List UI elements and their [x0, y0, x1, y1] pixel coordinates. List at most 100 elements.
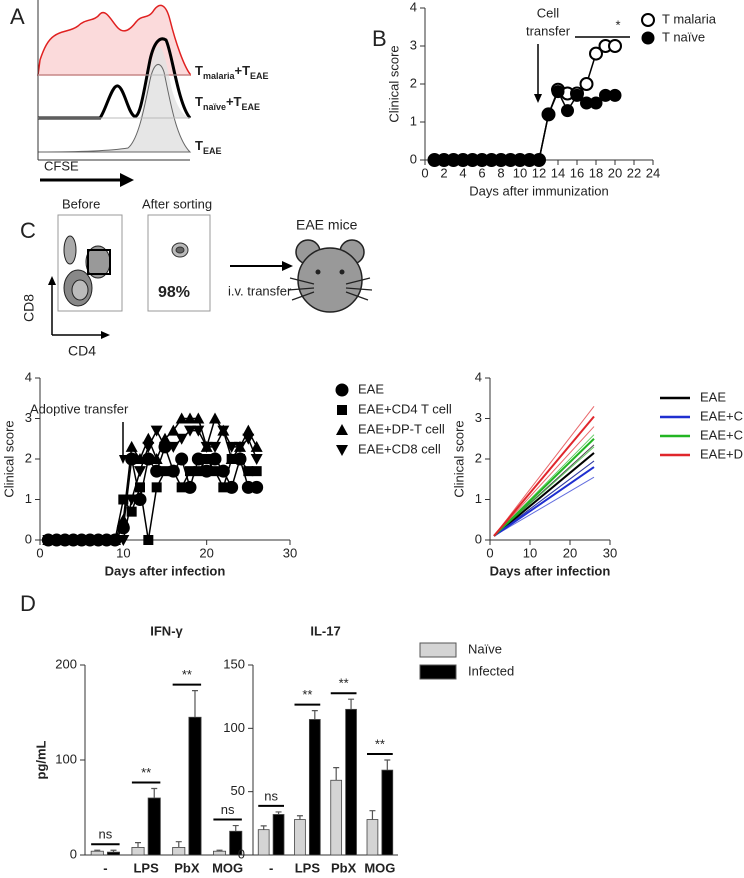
significance-label: **: [375, 736, 385, 751]
arrow-head: [48, 276, 110, 339]
error-bar: [232, 824, 239, 832]
x-tick-label: 20: [563, 545, 577, 560]
panel-label: A: [10, 4, 25, 29]
x-tick-label: 8: [497, 165, 504, 180]
plot-caption: Before: [62, 196, 100, 211]
legend-marker: [335, 383, 349, 397]
significance-label: *: [615, 17, 620, 32]
legend-label: EAE: [700, 389, 726, 404]
panel-label: B: [372, 26, 387, 51]
y-tick-label: 0: [238, 846, 245, 861]
error-bar: [384, 759, 391, 771]
contour: [175, 246, 185, 254]
x-tick-label: 30: [283, 545, 297, 560]
marker: [185, 466, 195, 477]
label-part: malaria: [203, 71, 236, 81]
mouse-eye: [339, 269, 345, 275]
x-tick-label: 16: [570, 165, 584, 180]
marker: [209, 412, 221, 424]
arrow-head: [282, 261, 293, 271]
marker: [176, 482, 187, 493]
y-axis-label: pg/mL: [33, 740, 48, 779]
error-bar: [216, 849, 223, 852]
gate: [87, 249, 111, 275]
marker: [84, 535, 96, 546]
contour: [71, 279, 89, 301]
marker: [200, 441, 213, 453]
marker: [201, 454, 212, 464]
axis-label: CD4: [68, 343, 96, 359]
regression-line: [493, 438, 595, 537]
x-axis-label: Days after infection: [490, 563, 611, 578]
y-tick-label: 3: [410, 37, 417, 52]
marker: [235, 454, 245, 464]
row-label: TEAE: [195, 138, 221, 156]
y-tick-label: 2: [25, 450, 32, 465]
marker: [250, 480, 264, 494]
annotation: Adoptive transfer: [30, 401, 129, 416]
marker: [109, 535, 121, 546]
legend-label: T naïve: [662, 29, 705, 44]
bar: [172, 847, 186, 856]
bar: [212, 850, 227, 856]
label-part: +T: [226, 94, 242, 109]
marker: [225, 441, 238, 453]
x-tick-label: MOG: [364, 860, 395, 875]
y-tick-label: 3: [25, 410, 32, 425]
bar: [90, 850, 104, 856]
marker: [118, 494, 129, 505]
x-tick-label: -: [103, 860, 107, 875]
legend-label: EAE+DP-T cell: [700, 446, 744, 461]
arrow-head: [119, 455, 127, 464]
marker: [159, 441, 171, 453]
marker: [125, 494, 138, 506]
legend-label: EAE+CD4 T cell: [358, 401, 452, 416]
x-tick-label: 30: [603, 545, 617, 560]
label-part: T: [195, 138, 203, 153]
arrow-head: [120, 173, 134, 187]
x-tick-label: 12: [532, 165, 546, 180]
x-axis-label: Days after infection: [105, 563, 226, 578]
x-tick-label: PbX: [331, 860, 357, 875]
x-tick-label: 0: [486, 545, 493, 560]
marker: [570, 88, 584, 102]
flow-plot: [147, 214, 211, 312]
bar: [188, 716, 202, 856]
label-part: T: [195, 94, 203, 109]
marker: [234, 441, 246, 453]
error-bar: [175, 841, 182, 848]
error-bar: [191, 690, 198, 718]
x-tick-label: 20: [199, 545, 213, 560]
marker: [217, 425, 230, 437]
x-tick-label: 10: [513, 165, 527, 180]
marker: [151, 482, 162, 493]
y-tick-label: 0: [475, 531, 482, 546]
marker: [192, 425, 205, 437]
bar: [272, 814, 285, 856]
x-tick-label: MOG: [212, 860, 243, 875]
mouse-body: [297, 247, 363, 313]
x-tick-label: 2: [440, 165, 447, 180]
error-bar: [135, 842, 142, 848]
marker: [100, 535, 113, 546]
mouse-whiskers: [287, 277, 373, 301]
label-part: T: [195, 63, 203, 78]
confidence-line: [493, 406, 595, 537]
y-tick-label: 150: [223, 656, 245, 671]
histogram-curve: [37, 64, 192, 153]
error-bar: [369, 810, 376, 820]
bar: [308, 719, 321, 856]
chart-title: IL-17: [310, 623, 340, 638]
marker: [243, 466, 254, 477]
panel-label: D: [20, 591, 36, 616]
marker: [608, 39, 622, 53]
regression-line: [493, 452, 595, 537]
legend-label: EAE+CD8 cell: [358, 441, 441, 456]
marker: [142, 432, 155, 444]
legend-label: Infected: [468, 663, 514, 678]
error-bar: [151, 787, 158, 798]
marker: [532, 153, 546, 167]
legend-label: EAE+CD8 cell: [700, 427, 744, 442]
marker: [168, 466, 179, 477]
